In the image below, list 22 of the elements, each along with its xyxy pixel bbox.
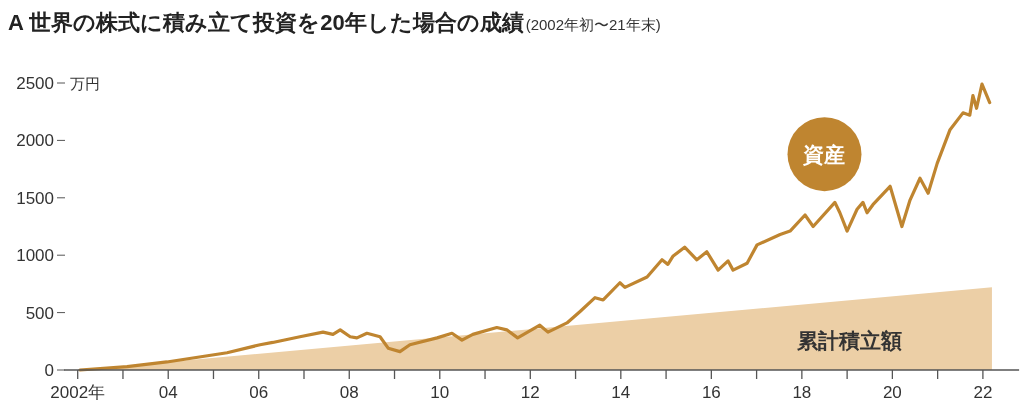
x-tick-label: 12 [520,383,540,402]
x-tick-label: 16 [701,383,721,402]
y-tick-label: 1000 [16,246,54,266]
y-tick-label: 500 [25,303,54,323]
chart-title: A 世界の株式に積み立て投資を20年した場合の成績 [8,10,524,35]
x-tick-label: 10 [430,383,450,402]
x-tick-label: 18 [792,383,812,402]
x-tick-label: 06 [249,383,269,402]
x-tick-label: 14 [611,383,631,402]
x-tick-label: 04 [158,383,178,402]
series-label: 累計積立額 [795,329,902,354]
y-tick-label: 2500 [16,74,54,93]
chart-subtitle: (2002年初〜21年末) [525,16,661,33]
y-axis-title: 万円 [70,75,100,92]
y-tick-label: 1500 [16,188,54,208]
x-tick-label: 2002年 [50,383,106,402]
x-tick-label: 20 [882,383,902,402]
series-label: 資産 [802,143,846,168]
y-tick-label: 2000 [16,131,54,151]
x-tick-label: 22 [973,383,993,402]
y-tick-label: 0 [44,361,54,380]
x-tick-label: 08 [339,383,359,402]
